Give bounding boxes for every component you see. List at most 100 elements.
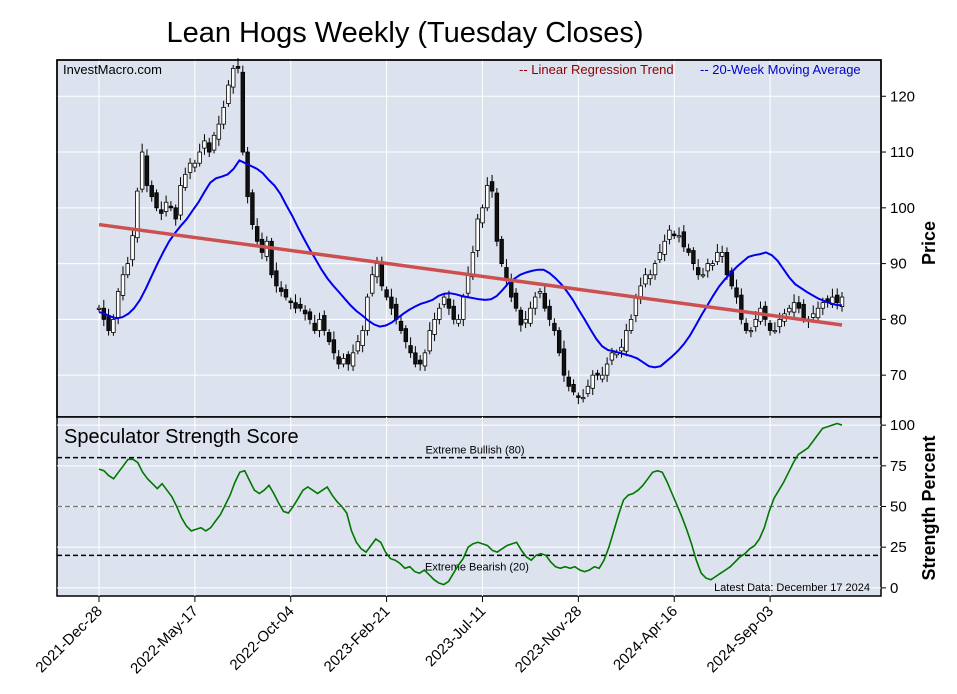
- candle-body: [216, 123, 222, 140]
- candle-body: [159, 209, 164, 214]
- candle-body: [192, 162, 198, 168]
- candle-body: [202, 140, 207, 149]
- candle-body: [456, 318, 461, 324]
- strength-tick-label: 100: [890, 417, 915, 434]
- candle-body: [355, 341, 361, 352]
- candle-body: [710, 263, 715, 266]
- candle-body: [748, 330, 754, 333]
- x-tick-label: 2023-Feb-21: [321, 603, 394, 676]
- candle-body: [154, 192, 159, 209]
- candle-body: [624, 330, 629, 352]
- candle-body: [183, 173, 188, 188]
- candle-body: [178, 185, 183, 216]
- candle-body: [648, 274, 653, 280]
- candle-body: [341, 358, 346, 365]
- candle-body: [288, 300, 293, 304]
- candle-body: [346, 354, 351, 365]
- candle-body: [791, 302, 797, 313]
- candle-body: [705, 263, 710, 272]
- strength-panel-title: Speculator Strength Score: [64, 426, 299, 448]
- regression-trend-line: [98, 222, 843, 327]
- candle-body: [207, 142, 212, 153]
- candle-body: [485, 185, 490, 209]
- candle-body: [777, 318, 782, 328]
- candle-body: [298, 303, 303, 309]
- extreme-bearish-label: Extreme Bearish (20): [425, 561, 529, 573]
- candle-body: [465, 274, 471, 294]
- candle-body: [221, 107, 226, 125]
- x-axis-ticks: 2021-Dec-28 2022-May-17 2022-Oct-04 2023-Fe…: [32, 596, 777, 677]
- price-panel-bg: [56, 59, 882, 418]
- candle-body: [734, 287, 739, 298]
- candle-body: [643, 274, 648, 285]
- candle-body: [254, 226, 260, 242]
- candle-body: [681, 231, 687, 248]
- candle-body: [820, 302, 826, 309]
- candle-body: [336, 356, 341, 365]
- candle-body: [461, 296, 466, 320]
- candle-body: [446, 298, 452, 309]
- candle-body: [432, 318, 437, 335]
- candle-body: [269, 240, 274, 276]
- candle-body: [719, 252, 725, 257]
- candle-body: [523, 318, 528, 324]
- candle-body: [576, 395, 581, 398]
- candle-body: [211, 134, 217, 151]
- candle-body: [686, 248, 691, 253]
- candle-body: [835, 294, 840, 304]
- candle-body: [96, 307, 102, 310]
- candle-body: [657, 252, 663, 261]
- candle-body: [149, 185, 154, 198]
- candle-body: [317, 318, 322, 331]
- price-tick-label: 120: [890, 88, 915, 105]
- candle-body: [566, 376, 571, 387]
- candle-body: [590, 374, 595, 389]
- candle-body: [302, 309, 308, 315]
- candle-body: [360, 330, 365, 347]
- candle-body: [619, 346, 624, 352]
- candle-body: [293, 302, 298, 309]
- candle-body: [135, 190, 140, 239]
- candle-body: [240, 71, 246, 153]
- candle-body: [437, 307, 442, 320]
- price-tick-label: 80: [890, 311, 907, 328]
- candle-body: [528, 307, 533, 324]
- strength-axis-label: Strength Percent: [919, 435, 939, 580]
- candle-body: [787, 307, 792, 313]
- candle-body: [672, 233, 677, 237]
- candle-body: [370, 274, 375, 294]
- candle-body: [547, 305, 552, 320]
- x-tick-label: 2024-Sep-03: [704, 603, 777, 676]
- candle-body: [600, 374, 605, 380]
- candle-body: [451, 305, 456, 320]
- moving-average-line: [98, 159, 843, 369]
- candle-body: [307, 311, 313, 320]
- candle-body: [743, 322, 749, 331]
- price-tick-label: 90: [890, 256, 907, 273]
- candle-body: [408, 345, 413, 354]
- candle-body: [111, 318, 116, 333]
- candle-body: [518, 309, 524, 326]
- candle-body: [120, 274, 126, 296]
- strength-tick-label: 75: [890, 458, 907, 475]
- candle-body: [163, 201, 169, 212]
- candle-body: [724, 252, 730, 276]
- candle-body: [552, 322, 557, 331]
- candle-body: [413, 352, 418, 365]
- candle-body: [580, 397, 586, 400]
- candle-body: [125, 263, 130, 276]
- candle-body: [739, 294, 744, 320]
- candle-body: [250, 192, 255, 225]
- candle-body: [245, 151, 250, 198]
- candle-body: [235, 66, 241, 69]
- candle-body: [691, 250, 696, 265]
- candle-body: [556, 330, 562, 354]
- chart-title: Lean Hogs Weekly (Tuesday Closes): [166, 17, 643, 49]
- candle-body: [839, 296, 845, 307]
- candle-body: [533, 296, 538, 309]
- candle-body: [662, 240, 667, 255]
- candle-body: [595, 372, 600, 376]
- candle-body: [585, 385, 591, 394]
- legend-regression: -- Linear Regression Trend: [519, 62, 674, 77]
- candle-body: [231, 67, 236, 88]
